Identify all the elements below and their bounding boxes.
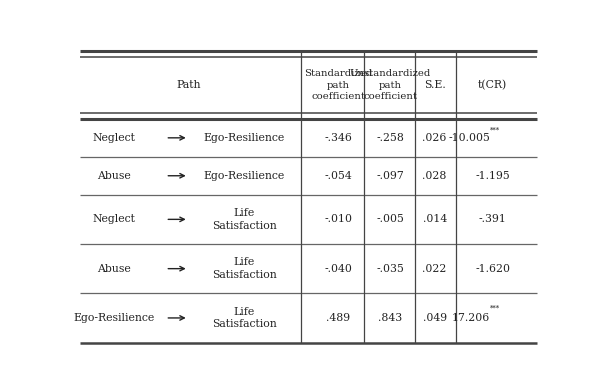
Text: -.054: -.054	[324, 171, 352, 181]
Text: -10.005: -10.005	[449, 133, 491, 143]
Text: -.391: -.391	[479, 215, 507, 224]
Text: -.097: -.097	[377, 171, 404, 181]
Text: -1.195: -1.195	[475, 171, 510, 181]
Text: Standardized
path
coefficient: Standardized path coefficient	[304, 69, 372, 101]
Text: Abuse: Abuse	[98, 264, 131, 274]
Text: .489: .489	[326, 313, 350, 323]
Text: -.005: -.005	[377, 215, 404, 224]
Text: .022: .022	[422, 264, 447, 274]
Text: Path: Path	[176, 80, 201, 90]
Text: .026: .026	[422, 133, 447, 143]
Text: Ego-Resilience: Ego-Resilience	[204, 171, 285, 181]
Text: Life
Satisfaction: Life Satisfaction	[212, 208, 277, 231]
Text: .049: .049	[422, 313, 447, 323]
Text: 17.206: 17.206	[452, 313, 491, 323]
Text: Abuse: Abuse	[98, 171, 131, 181]
Text: -.258: -.258	[377, 133, 404, 143]
Text: .028: .028	[422, 171, 447, 181]
Text: Neglect: Neglect	[93, 133, 136, 143]
Text: S.E.: S.E.	[423, 80, 446, 90]
Text: Unstandardized
path
coefficient: Unstandardized path coefficient	[350, 69, 431, 101]
Text: .843: .843	[379, 313, 403, 323]
Text: -.035: -.035	[377, 264, 404, 274]
Text: Ego-Resilience: Ego-Resilience	[204, 133, 285, 143]
Text: Ego-Resilience: Ego-Resilience	[74, 313, 155, 323]
Text: ***: ***	[491, 127, 501, 135]
Text: -1.620: -1.620	[475, 264, 510, 274]
Text: Neglect: Neglect	[93, 215, 136, 224]
Text: Life
Satisfaction: Life Satisfaction	[212, 257, 277, 280]
Text: -.346: -.346	[324, 133, 352, 143]
Text: Life
Satisfaction: Life Satisfaction	[212, 307, 277, 329]
Text: -.010: -.010	[324, 215, 352, 224]
Text: -.040: -.040	[324, 264, 352, 274]
Text: .014: .014	[422, 215, 447, 224]
Text: ***: ***	[491, 305, 501, 313]
Text: t(CR): t(CR)	[478, 80, 507, 90]
